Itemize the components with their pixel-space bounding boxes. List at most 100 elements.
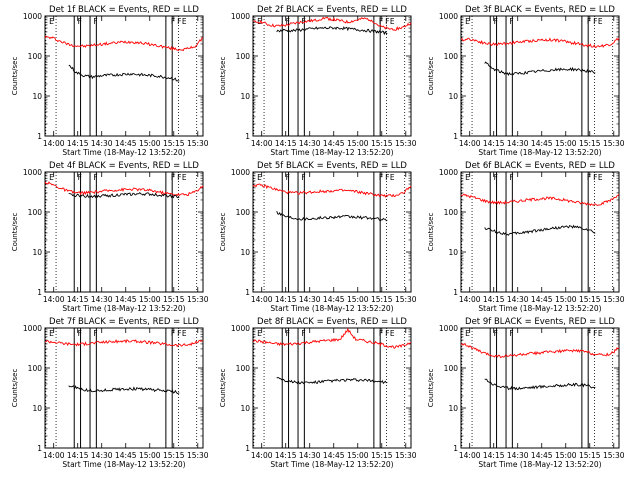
chart-title: Det 5f BLACK = Events, RED = LLD	[257, 161, 407, 171]
x-tick-label: 14:30	[507, 451, 529, 460]
y-tick-label: 1000	[23, 12, 42, 21]
x-tick-label: 15:30	[395, 451, 417, 460]
flag-label: F	[301, 17, 305, 26]
x-tick-label: 15:00	[139, 295, 161, 304]
flag-label: F	[509, 329, 513, 338]
y-tick-label: 10	[32, 92, 42, 101]
x-tick-label: 15:30	[187, 451, 209, 460]
x-tick-label: 15:30	[603, 295, 625, 304]
flag-label: F	[494, 17, 498, 26]
x-axis-label: Start Time (18-May-12 13:52:20)	[62, 148, 185, 157]
series-line-lld-red	[44, 339, 204, 348]
x-tick-label: 14:15	[483, 139, 505, 148]
chart-panel-7: Det 7f BLACK = Events, RED = LLD 1 10 100 10…	[11, 317, 209, 469]
flag-label: F	[494, 173, 498, 182]
x-tick-label: 14:15	[67, 139, 89, 148]
series-line-lld-red	[44, 181, 204, 197]
y-tick-label: 1	[245, 444, 250, 453]
flag-label: E	[598, 17, 603, 26]
flag-label: E	[257, 173, 262, 182]
x-tick-label: 14:45	[323, 451, 345, 460]
x-tick-label: 14:00	[43, 139, 65, 148]
x-axis-label: Start Time (18-May-12 13:52:20)	[478, 148, 601, 157]
x-tick-label: 15:30	[187, 295, 209, 304]
x-tick-label: 15:30	[603, 139, 625, 148]
flag-label: E	[49, 17, 54, 26]
x-axis-label: Start Time (18-May-12 13:52:20)	[270, 148, 393, 157]
x-axis-label: Start Time (18-May-12 13:52:20)	[270, 460, 393, 469]
x-tick-label: 15:00	[555, 139, 577, 148]
plot-frame	[44, 171, 204, 293]
flag-label: E	[598, 173, 603, 182]
y-tick-label: 100	[444, 52, 459, 61]
flag-label: E	[390, 329, 395, 338]
flag-label: F	[379, 173, 383, 182]
x-tick-label: 14:15	[483, 295, 505, 304]
series-line-events-black	[68, 64, 180, 82]
chart-panel-2: Det 2f BLACK = Events, RED = LLD 1 10 100 10…	[219, 5, 417, 157]
series-line-lld-red	[252, 327, 412, 350]
chart-title: Det 9f BLACK = Events, RED = LLD	[465, 317, 615, 327]
y-tick-label: 100	[28, 52, 43, 61]
x-tick-label: 14:30	[299, 139, 321, 148]
flag-label: E	[49, 173, 54, 182]
y-axis-label: Counts/sec	[11, 369, 19, 408]
flag-label: F	[286, 329, 290, 338]
chart-panel-5: Det 5f BLACK = Events, RED = LLD 1 10 100 10…	[219, 161, 417, 313]
x-tick-label: 15:15	[163, 139, 185, 148]
y-tick-label: 1	[37, 288, 42, 297]
x-tick-label: 15:00	[139, 451, 161, 460]
x-tick-label: 15:15	[371, 295, 393, 304]
series-line-events-black	[276, 211, 388, 222]
flag-label: F	[286, 17, 290, 26]
x-tick-label: 14:30	[507, 139, 529, 148]
series-line-lld-red	[252, 16, 412, 31]
x-tick-label: 15:00	[555, 451, 577, 460]
x-axis-label: Start Time (18-May-12 13:52:20)	[478, 304, 601, 313]
y-axis-label: Counts/sec	[219, 57, 227, 96]
flag-label: F	[301, 173, 305, 182]
x-tick-label: 15:00	[139, 139, 161, 148]
series-line-events-black	[484, 224, 596, 236]
x-tick-label: 15:15	[579, 295, 601, 304]
x-tick-label: 14:30	[299, 451, 321, 460]
y-axis-label: Counts/sec	[427, 213, 435, 252]
series-line-events-black	[484, 378, 596, 391]
flag-label: E	[465, 173, 470, 182]
x-tick-label: 15:15	[371, 139, 393, 148]
y-tick-label: 1000	[231, 168, 250, 177]
y-tick-label: 1000	[23, 324, 42, 333]
x-tick-label: 14:00	[251, 295, 273, 304]
x-tick-label: 15:00	[347, 451, 369, 460]
x-tick-label: 14:00	[251, 139, 273, 148]
x-tick-label: 14:15	[483, 451, 505, 460]
y-tick-label: 100	[444, 208, 459, 217]
x-tick-label: 14:45	[531, 139, 553, 148]
flag-label: F	[509, 17, 513, 26]
chart-title: Det 1f BLACK = Events, RED = LLD	[49, 5, 199, 15]
y-axis-label: Counts/sec	[427, 369, 435, 408]
x-tick-label: 14:00	[459, 295, 481, 304]
x-tick-label: 14:00	[43, 451, 65, 460]
x-tick-label: 15:30	[187, 139, 209, 148]
flag-label: F	[509, 173, 513, 182]
y-tick-label: 10	[32, 404, 42, 413]
x-tick-label: 15:15	[163, 295, 185, 304]
x-axis-label: Start Time (18-May-12 13:52:20)	[62, 304, 185, 313]
flag-label: F	[385, 173, 389, 182]
y-tick-label: 100	[444, 364, 459, 373]
x-tick-label: 15:00	[347, 139, 369, 148]
y-tick-label: 1000	[439, 12, 458, 21]
chart-title: Det 2f BLACK = Events, RED = LLD	[257, 5, 407, 15]
x-tick-label: 15:30	[395, 295, 417, 304]
flag-label: E	[390, 173, 395, 182]
x-tick-label: 14:30	[299, 295, 321, 304]
y-tick-label: 1	[453, 132, 458, 141]
series-line-lld-red	[460, 193, 620, 207]
flag-label: E	[598, 329, 603, 338]
y-tick-label: 100	[236, 208, 251, 217]
x-tick-label: 15:15	[163, 451, 185, 460]
y-tick-label: 10	[448, 248, 458, 257]
chart-panel-8: Det 8f BLACK = Events, RED = LLD 1 10 100 10…	[219, 317, 417, 469]
flag-label: F	[93, 329, 97, 338]
